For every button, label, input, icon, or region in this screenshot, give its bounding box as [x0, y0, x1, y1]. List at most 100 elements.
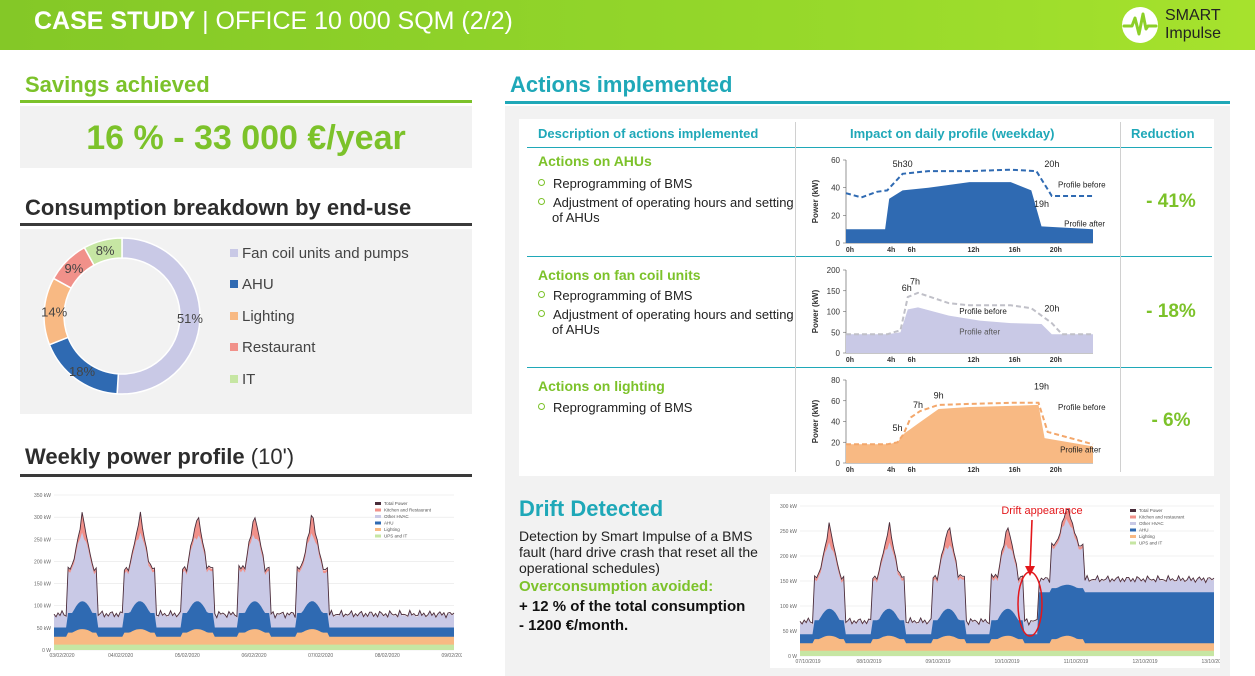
legend-label: Other HVAC: [384, 514, 409, 519]
total-power-line: [799, 509, 1215, 626]
drift-power-chart: 300 kW 250 kW 200 kW 150 kW 100 kW 50 kW 0 W07…: [770, 494, 1220, 668]
y-tick-label: 0: [836, 239, 841, 248]
bullet-dot-icon: [538, 179, 545, 186]
time-annotation: 20h: [1044, 304, 1059, 314]
x-tick-label: 07/02/2020: [308, 653, 333, 659]
x-tick-label: 04/02/2020: [108, 653, 133, 659]
x-tick-label: 6h: [908, 247, 916, 254]
breakdown-legend: Fan coil units and pumps AHU Lighting Re…: [230, 229, 470, 414]
y-tick-label: 250 kW: [34, 537, 51, 543]
drift-annotation-label: Drift appearance: [1001, 505, 1082, 517]
y-tick-label: 40: [831, 418, 840, 427]
legend-item-restaurant: Restaurant: [230, 339, 315, 356]
table-row-divider: [527, 367, 1212, 368]
y-tick-label: 0 W: [42, 648, 51, 654]
savings-title: Savings achieved: [25, 72, 210, 97]
x-tick-label: 20h: [1050, 247, 1062, 254]
legend-label: Restaurant: [242, 339, 316, 356]
x-tick-label: 10/10/2019: [994, 659, 1019, 665]
x-tick-label: 6h: [908, 357, 916, 364]
profile-before-line: [845, 168, 1093, 199]
legend-label: Total Power: [1139, 508, 1163, 513]
legend-swatch: [375, 508, 381, 512]
legend-swatch: [375, 502, 381, 505]
x-tick-label: 0h: [846, 247, 854, 254]
drift-title: Drift Detected: [519, 496, 664, 521]
legend-label: Other HVAC: [1139, 521, 1164, 526]
y-tick-label: 40: [831, 184, 840, 193]
y-tick-label: 60: [831, 397, 840, 406]
y-tick-label: 200 kW: [780, 554, 797, 560]
action-bullet: Adjustment of operating hours and settin…: [538, 195, 797, 225]
legend-label: Lighting: [242, 308, 295, 325]
action-bullet: Reprogramming of BMS: [538, 176, 783, 191]
stacked-area: [800, 650, 1214, 656]
x-tick-label: 13/10/2019: [1201, 659, 1220, 665]
time-annotation: 9h: [934, 391, 944, 401]
table-column-divider: [1120, 122, 1121, 472]
savings-rule: [20, 100, 472, 103]
x-tick-label: 4h: [887, 467, 895, 474]
legend-swatch: [1130, 535, 1136, 538]
lighting-daily-profile-chart: Power (kW) 80 60 40 20 0 0h 4h 6h 12h 16h 20h 19h 9h 7…: [811, 376, 1106, 474]
x-tick-label: 11/10/2019: [1064, 659, 1089, 665]
page-title: CASE STUDY | OFFICE 10 000 SQM (2/2): [34, 7, 513, 36]
legend-label: AHU: [242, 276, 274, 293]
drift-result-euros: - 1200 €/month.: [519, 617, 629, 634]
time-annotation: 7h: [913, 400, 923, 410]
y-tick-label: 100: [827, 308, 841, 317]
profile-after-label: Profile after: [959, 328, 1000, 337]
legend-label: UPS and IT: [384, 534, 408, 539]
y-tick-label: 150: [827, 287, 841, 296]
legend-item-lighting: Lighting: [230, 308, 295, 325]
legend-label: Kitchen and restaurant: [1139, 515, 1185, 520]
action-bullet-text: Reprogramming of BMS: [553, 400, 693, 415]
x-tick-label: 4h: [887, 357, 895, 364]
y-tick-label: 150 kW: [780, 579, 797, 585]
legend-item-fan-coil: Fan coil units and pumps: [230, 245, 409, 262]
legend-label: UPS and IT: [1139, 541, 1163, 546]
bullet-dot-icon: [538, 403, 545, 410]
bullet-dot-icon: [538, 198, 545, 205]
action-bullet: Reprogramming of BMS: [538, 288, 783, 303]
legend-swatch: [1130, 522, 1136, 525]
y-tick-label: 200 kW: [34, 559, 51, 565]
y-axis-label: Power (kW): [811, 179, 820, 223]
y-tick-label: 0: [836, 349, 841, 358]
legend-swatch: [375, 528, 381, 531]
profile-after-label: Profile after: [1060, 446, 1101, 455]
x-tick-label: 06/02/2020: [241, 653, 266, 659]
drift-arrowhead-icon: [1025, 566, 1035, 576]
table-row-divider: [527, 256, 1212, 257]
ahu-swatch: [230, 280, 238, 288]
legend-item-it: IT: [230, 371, 255, 388]
actions-table: [519, 119, 1214, 476]
breakdown-rule: [20, 223, 472, 226]
y-tick-label: 300 kW: [34, 515, 51, 521]
y-tick-label: 50: [831, 328, 840, 337]
legend-swatch: [1130, 528, 1136, 532]
legend-label: Kitchen and Restaurant: [384, 508, 432, 513]
x-tick-label: 12h: [967, 467, 979, 474]
profile-before-label: Profile before: [959, 307, 1007, 316]
page-title-rest: | OFFICE 10 000 SQM (2/2): [195, 7, 513, 35]
profile-after-label: Profile after: [1064, 219, 1105, 228]
stacked-area: [800, 584, 1214, 656]
y-tick-label: 350 kW: [34, 493, 51, 499]
action-bullet-text: Adjustment of operating hours and settin…: [552, 307, 794, 337]
stacked-area: [54, 644, 454, 650]
y-tick-label: 150 kW: [34, 582, 51, 588]
y-tick-label: 50 kW: [37, 626, 51, 632]
pulse-logo-icon: [1121, 7, 1158, 43]
legend-label: Lighting: [1139, 534, 1155, 539]
action-ahu-title: Actions on AHUs: [538, 153, 652, 169]
donut-slice-label: 14%: [41, 305, 67, 320]
x-tick-label: 6h: [908, 467, 916, 474]
profile-after-area: [846, 182, 1093, 243]
weekly-title-main: Weekly power profile: [25, 444, 245, 469]
legend-label: Total Power: [384, 501, 408, 506]
legend-label: AHU: [384, 521, 394, 526]
x-tick-label: 0h: [846, 467, 854, 474]
weekly-title-suffix: (10'): [244, 444, 295, 469]
